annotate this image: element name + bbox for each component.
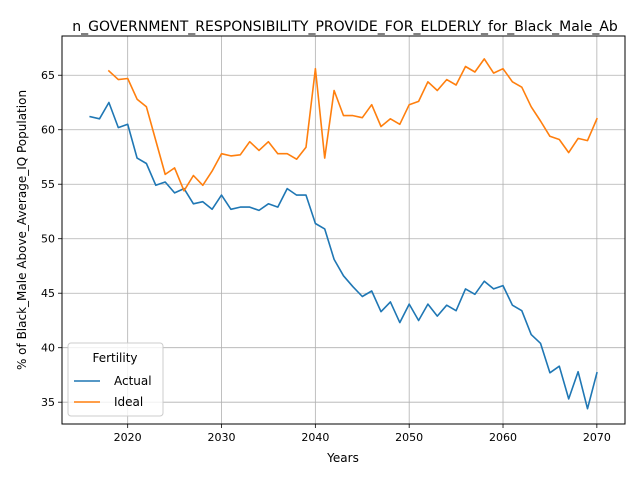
x-tick-label: 2070 xyxy=(583,431,611,444)
x-axis-ticks: 2020 2030 2040 2050 2060 2070 xyxy=(114,424,611,444)
legend: Fertility Actual Ideal xyxy=(67,342,164,417)
legend-title: Fertility xyxy=(92,351,137,365)
y-axis-ticks: 35 40 45 50 55 60 65 xyxy=(41,69,62,409)
y-tick-label: 35 xyxy=(41,396,55,409)
x-tick-label: 2060 xyxy=(489,431,517,444)
x-tick-label: 2050 xyxy=(395,431,423,444)
y-tick-label: 40 xyxy=(41,342,55,355)
y-axis-label: % of Black_Male Above_Average_IQ Populat… xyxy=(15,90,29,370)
series-line-ideal xyxy=(107,58,598,192)
series-line-actual xyxy=(89,101,598,410)
x-axis-label: Years xyxy=(326,451,359,465)
legend-label-actual: Actual xyxy=(114,374,152,388)
y-tick-label: 65 xyxy=(41,69,55,82)
legend-label-ideal: Ideal xyxy=(114,395,143,409)
x-tick-label: 2030 xyxy=(208,431,236,444)
chart-title: n_GOVERNMENT_RESPONSIBILITY_PROVIDE_FOR_… xyxy=(72,19,618,35)
x-tick-label: 2020 xyxy=(114,431,142,444)
plot-frame xyxy=(61,35,626,425)
y-tick-label: 50 xyxy=(41,233,55,246)
legend-box xyxy=(67,342,164,417)
y-tick-label: 60 xyxy=(41,124,55,137)
y-tick-label: 45 xyxy=(41,287,55,300)
y-tick-label: 55 xyxy=(41,178,55,191)
x-tick-label: 2040 xyxy=(301,431,329,444)
series-layer xyxy=(89,58,598,410)
